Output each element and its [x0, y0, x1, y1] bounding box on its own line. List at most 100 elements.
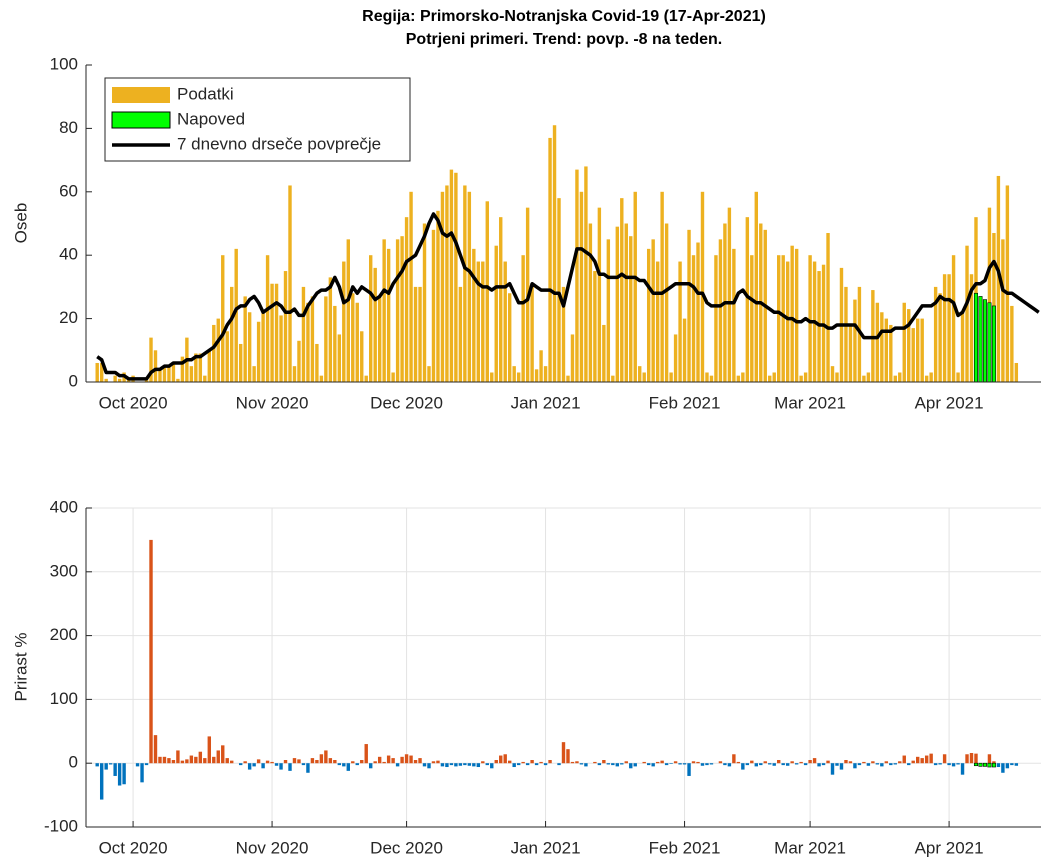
- bar: [463, 185, 467, 382]
- bar: [915, 756, 920, 764]
- bar: [987, 207, 992, 382]
- bar: [561, 742, 566, 764]
- bar: [153, 350, 158, 382]
- bar: [633, 763, 637, 767]
- bar: [602, 324, 606, 382]
- x-tick-label: Nov 2020: [236, 838, 309, 857]
- bar: [826, 233, 830, 382]
- bar: [947, 763, 951, 766]
- bar: [445, 763, 449, 768]
- bar: [660, 760, 664, 764]
- bar: [521, 761, 525, 764]
- bar: [844, 286, 848, 382]
- bar: [907, 309, 911, 382]
- bar: [745, 217, 750, 382]
- bar: [875, 302, 880, 382]
- bar: [1005, 185, 1010, 382]
- y-axis-label: Oseb: [11, 203, 30, 244]
- bar: [898, 761, 902, 764]
- bar: [230, 286, 234, 382]
- bar: [490, 763, 494, 769]
- bar: [548, 137, 552, 382]
- bar: [646, 763, 651, 766]
- bar: [391, 758, 395, 764]
- bar: [243, 761, 247, 764]
- bar: [991, 762, 996, 768]
- bar: [252, 366, 256, 382]
- bar: [655, 261, 660, 382]
- bar: [996, 175, 1001, 382]
- bar: [342, 763, 346, 767]
- x-tick-label: Feb 2021: [649, 838, 721, 857]
- bar: [570, 334, 575, 382]
- bar: [655, 761, 660, 764]
- bar: [732, 248, 736, 382]
- bar: [732, 754, 736, 764]
- bar: [530, 286, 534, 382]
- bar: [458, 763, 463, 766]
- bar: [566, 375, 570, 382]
- bar: [924, 375, 929, 382]
- bar: [947, 274, 951, 382]
- bar: [427, 366, 431, 382]
- bar: [436, 760, 440, 764]
- bar: [252, 763, 256, 767]
- bar: [660, 191, 664, 382]
- bar: [991, 305, 996, 383]
- x-tick-label: Dec 2020: [370, 838, 443, 857]
- bar: [611, 763, 615, 766]
- bar: [144, 763, 149, 766]
- bar: [602, 760, 606, 764]
- bar: [1014, 763, 1019, 766]
- bar: [525, 763, 530, 766]
- bar: [534, 763, 539, 766]
- x-tick-label: Dec 2020: [370, 393, 443, 412]
- bar: [606, 239, 611, 382]
- bar: [794, 763, 799, 765]
- bar: [673, 334, 678, 382]
- bar: [149, 539, 153, 764]
- bar: [620, 763, 624, 765]
- bar: [1005, 763, 1010, 769]
- bar: [377, 296, 382, 382]
- bar: [373, 267, 377, 382]
- bar: [853, 763, 857, 769]
- bar: [709, 763, 714, 765]
- legend-swatch: [111, 111, 171, 129]
- bar: [418, 286, 422, 382]
- legend-label: Podatki: [177, 84, 234, 103]
- y-tick-label: 400: [50, 497, 78, 516]
- bar: [373, 761, 377, 764]
- bar: [624, 223, 628, 382]
- bar: [395, 763, 400, 767]
- y-tick-label: -100: [44, 816, 78, 835]
- chart-subtitle: Potrjeni primeri. Trend: povp. -8 na ted…: [406, 31, 723, 48]
- legend-label: Napoved: [177, 109, 245, 128]
- bar: [803, 763, 808, 766]
- bar: [817, 763, 821, 767]
- bar: [884, 761, 889, 764]
- bar: [270, 283, 274, 382]
- bar: [1010, 305, 1014, 382]
- bar: [687, 763, 691, 776]
- bar: [180, 356, 185, 382]
- bar: [440, 191, 445, 382]
- bar: [176, 750, 180, 764]
- bar: [615, 226, 620, 382]
- bar: [902, 302, 906, 382]
- bar: [95, 763, 99, 767]
- bar: [835, 372, 839, 382]
- bar: [781, 763, 785, 766]
- bar: [297, 759, 301, 764]
- bar: [942, 754, 947, 764]
- bar: [422, 763, 427, 767]
- bar: [467, 191, 472, 382]
- bar: [741, 763, 745, 770]
- bar: [463, 763, 467, 766]
- bar: [575, 761, 579, 764]
- bar: [920, 318, 924, 382]
- bar: [705, 372, 709, 382]
- bar: [301, 286, 306, 382]
- bar: [884, 318, 889, 382]
- bar: [691, 761, 696, 764]
